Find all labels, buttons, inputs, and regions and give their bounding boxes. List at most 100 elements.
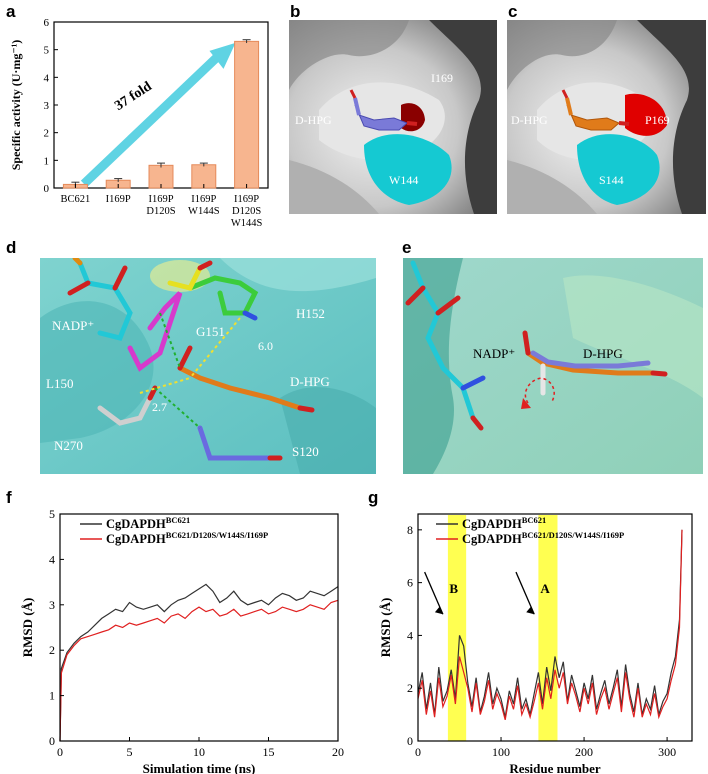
x-tick-label: D120S: [146, 206, 175, 217]
x-tick-label: 0: [415, 745, 421, 759]
line-chart-rmsd-residue: 0 100 200 300 0 2 4 6 8 Residue number RMSD (Å) CgD…: [378, 513, 693, 774]
plot-frame: [59, 513, 339, 742]
highlight-region: [538, 515, 558, 741]
series-line: [59, 583, 339, 742]
y-tick-label: 4: [49, 552, 55, 566]
legend-entry: CgDAPDHBC621/D120S/W144S/I169P: [462, 530, 624, 546]
series-line: [59, 599, 339, 742]
label-g151: G151: [196, 324, 225, 339]
x-tick-label: 20: [332, 745, 344, 759]
x-tick-label: I169P: [148, 194, 173, 205]
y-tick-label: 0: [44, 183, 50, 195]
y-axis-label: RMSD (Å): [20, 598, 35, 658]
y-tick-label: 0: [49, 734, 55, 748]
x-tick-label: 300: [658, 745, 676, 759]
panel-label-a: a: [6, 2, 16, 21]
bar-chart-specific-activity: 0 1 2 3 4 5 6 Specific activity (U·mg⁻¹) 37 fold…: [9, 17, 269, 229]
y-tick-label: 8: [407, 523, 413, 537]
label-dhpg: D-HPG: [583, 346, 623, 361]
residue-label-169: I169: [431, 71, 453, 85]
x-tick-label: 5: [127, 745, 133, 759]
legend-superscript: BC621: [166, 515, 191, 525]
bar: [234, 40, 260, 189]
y-tick-label: 5: [49, 507, 55, 521]
line-chart-rmsd-time: 0 5 10 15 20 0 1 2 3 4 5 Simulation time (ns) RMSD (…: [20, 507, 344, 774]
distance-label-6: 6.0: [258, 339, 273, 353]
fold-arrow-head: [209, 42, 236, 69]
x-tick-label: I169P: [234, 194, 259, 205]
x-tick-label: 0: [57, 745, 63, 759]
y-tick-label: 3: [44, 100, 50, 112]
x-tick-label: W144S: [231, 218, 263, 229]
y-tick-label: 4: [407, 628, 413, 642]
label-s120: S120: [292, 444, 319, 459]
y-tick-label: 2: [44, 128, 50, 140]
residue-label-144: W144: [389, 173, 418, 187]
legend-name: CgDAPDH: [106, 517, 166, 531]
ligand-stick-purple: [349, 89, 418, 131]
y-tick-label: 5: [44, 45, 50, 57]
panel-label-c: c: [508, 2, 518, 21]
y-tick-label: 1: [44, 155, 50, 167]
distance-label-2-7: 2.7: [152, 400, 167, 414]
plot-frame: [417, 513, 693, 742]
x-tick-label: BC621: [61, 194, 91, 205]
y-tick-label: 6: [44, 17, 50, 29]
label-n270: N270: [54, 438, 83, 453]
legend-name: CgDAPDH: [462, 517, 522, 531]
panel-label-g: g: [368, 488, 379, 507]
legend-entry: CgDAPDHBC621/D120S/W144S/I169P: [106, 530, 268, 546]
label-l150: L150: [46, 376, 73, 391]
series-line: [417, 529, 683, 721]
legend-entry: CgDAPDHBC621: [462, 515, 546, 531]
legend-superscript: BC621: [522, 515, 547, 525]
y-tick-label: 2: [407, 681, 413, 695]
x-axis-label: Simulation time (ns): [143, 761, 256, 774]
surface-image-wild-type: D-HPG I169 W144: [289, 20, 497, 214]
marker-arrow-head: [434, 606, 443, 615]
y-axis-label: Specific activity (U·mg⁻¹): [9, 40, 23, 171]
ligand-stick-orange: [561, 89, 630, 131]
x-tick-label: 10: [193, 745, 205, 759]
y-tick-label: 2: [49, 643, 55, 657]
ligand-label: D-HPG: [511, 113, 548, 127]
panel-label-f: f: [6, 488, 12, 507]
y-tick-label: 3: [49, 598, 55, 612]
residue-label-144: S144: [599, 173, 624, 187]
y-tick-label: 4: [44, 72, 50, 84]
y-tick-label: 0: [407, 734, 413, 748]
panel-label-b: b: [290, 2, 301, 21]
x-axis-label: Residue number: [509, 761, 601, 774]
label-h152: H152: [296, 306, 325, 321]
y-axis-label: RMSD (Å): [378, 598, 393, 658]
y-tick-label: 1: [49, 689, 55, 703]
label-nadp: NADP⁺: [473, 346, 515, 361]
legend-name: CgDAPDH: [462, 532, 522, 546]
structure-image-binding-site: NADP⁺ H152 G151 L150 D-HPG N270 S120 6.0…: [40, 258, 376, 474]
surface-image-mutant: D-HPG P169 S144: [507, 20, 706, 214]
ligand-label: D-HPG: [295, 113, 332, 127]
x-tick-label: I169P: [106, 194, 131, 205]
label-nadp: NADP⁺: [52, 318, 94, 333]
legend-superscript: BC621/D120S/W144S/I169P: [166, 530, 269, 540]
x-tick-label: 15: [263, 745, 275, 759]
x-tick-label: 200: [575, 745, 593, 759]
label-dhpg: D-HPG: [290, 374, 330, 389]
y-tick-label: 6: [407, 576, 413, 590]
region-marker-b: B: [449, 581, 458, 596]
highlight-region: [447, 515, 467, 741]
fold-arrow-shaft: [80, 51, 223, 188]
x-tick-label: I169P: [191, 194, 216, 205]
x-tick-label: W144S: [188, 206, 220, 217]
panel-label-d: d: [6, 238, 17, 257]
x-tick-label: D120S: [232, 206, 261, 217]
legend-superscript: BC621/D120S/W144S/I169P: [522, 530, 625, 540]
marker-arrow-head: [526, 606, 535, 615]
series-line: [417, 529, 683, 718]
legend-name: CgDAPDH: [106, 532, 166, 546]
panel-label-e: e: [402, 238, 412, 257]
fold-annotation: 37 fold: [112, 79, 155, 114]
region-marker-a: A: [540, 581, 550, 596]
structure-image-overlay: NADP⁺ D-HPG: [403, 258, 703, 474]
x-tick-label: 100: [492, 745, 510, 759]
